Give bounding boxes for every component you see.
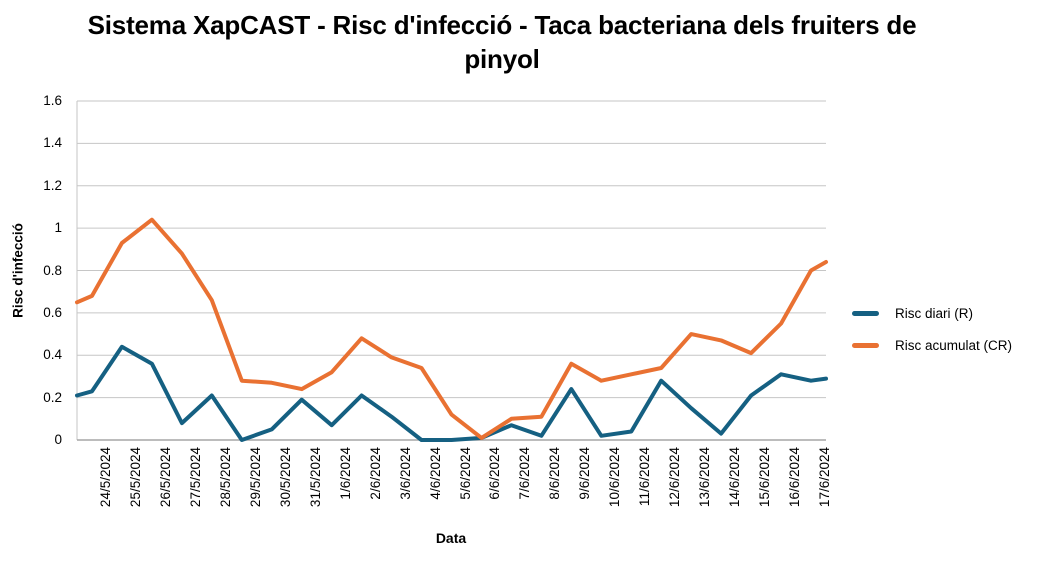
x-tick-label: 3/6/2024 — [397, 447, 413, 500]
y-tick-label: 0.6 — [43, 304, 62, 320]
legend: Risc diari (R) Risc acumulat (CR) — [852, 304, 1037, 368]
chart-title: Sistema XapCAST - Risc d'infecció - Taca… — [87, 10, 917, 74]
legend-swatch-icon — [852, 342, 879, 348]
y-tick-label: 1.6 — [43, 93, 62, 108]
x-tick-label: 16/6/2024 — [787, 447, 803, 508]
x-tick-label: 31/5/2024 — [307, 447, 323, 508]
x-tick-label: 11/6/2024 — [637, 447, 653, 507]
y-tick-label: 1 — [54, 220, 62, 236]
x-tick-label: 9/6/2024 — [577, 447, 593, 500]
y-tick-label: 1.4 — [43, 135, 62, 151]
y-tick-label: 0.4 — [43, 347, 62, 363]
x-tick-label: 17/6/2024 — [817, 447, 833, 508]
x-tick-label: 12/6/2024 — [667, 447, 683, 508]
series-line-risc-acumulat-cr- — [75, 217, 828, 440]
x-tick-label: 29/5/2024 — [247, 447, 263, 508]
series-line-risc-diari-r- — [75, 344, 828, 442]
x-axis-title: Data — [435, 530, 467, 546]
x-tick-label: 24/5/2024 — [97, 447, 113, 508]
x-tick-label: 30/5/2024 — [277, 447, 293, 508]
x-tick-label: 7/6/2024 — [517, 447, 533, 500]
x-tick-label: 6/6/2024 — [487, 447, 503, 500]
x-tick-label: 14/6/2024 — [727, 447, 743, 508]
x-tick-label: 13/6/2024 — [697, 447, 713, 508]
x-tick-label: 2/6/2024 — [367, 447, 383, 500]
legend-label: Risc acumulat (CR) — [895, 337, 1013, 353]
legend-item: Risc acumulat (CR) — [852, 336, 1037, 354]
x-tick-label: 10/6/2024 — [607, 447, 623, 508]
x-tick-label: 27/5/2024 — [187, 447, 203, 508]
y-tick-label: 0 — [54, 432, 62, 447]
x-tick-label: 26/5/2024 — [157, 447, 173, 508]
x-tick-label: 28/5/2024 — [217, 447, 233, 508]
y-tick-label: 0.2 — [43, 389, 62, 405]
y-tick-label: 1.2 — [43, 177, 62, 193]
legend-item: Risc diari (R) — [852, 304, 1037, 322]
legend-label: Risc diari (R) — [895, 305, 974, 321]
y-tick-label: 0.8 — [43, 262, 62, 278]
x-tick-label: 8/6/2024 — [547, 447, 563, 500]
legend-swatch-icon — [852, 310, 879, 316]
y-axis-title: Risc d'infecció — [10, 223, 26, 318]
x-tick-label: 15/6/2024 — [757, 447, 773, 508]
x-tick-label: 5/6/2024 — [457, 447, 473, 500]
x-tick-label: 1/6/2024 — [337, 447, 353, 500]
x-tick-label: 25/5/2024 — [127, 447, 143, 508]
x-tick-label: 4/6/2024 — [427, 447, 443, 500]
